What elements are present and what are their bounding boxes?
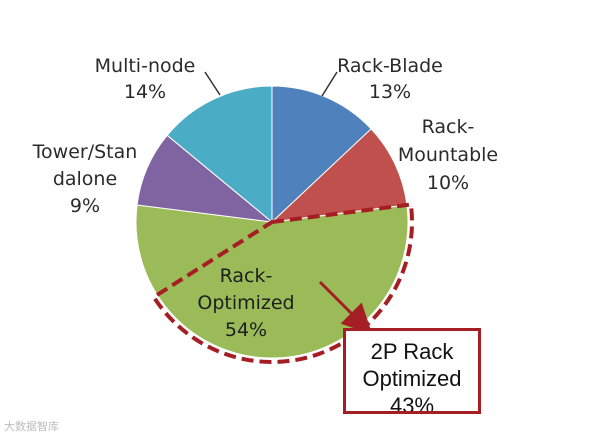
callout-2p-rack-optimized: 2P Rack Optimized 43% <box>343 328 481 414</box>
callout-arrow <box>318 280 373 335</box>
label-rack-blade-pct: 13% <box>369 81 411 103</box>
label-rack-blade: Rack-Blade <box>337 55 443 77</box>
leader-multi-node <box>204 71 221 96</box>
highlight-2p-rack-optimized-outline <box>151 202 414 364</box>
leader-rack-blade <box>321 71 338 97</box>
label-tower-1: Tower/Stan <box>32 141 138 163</box>
label-rack-optimized-2: Optimized <box>197 292 294 314</box>
watermark: 大数据智库 <box>4 420 59 433</box>
label-rack-optimized-pct: 54% <box>225 319 267 341</box>
callout-line-1: 2P Rack <box>370 339 454 364</box>
label-tower-2: dalone <box>53 168 117 190</box>
slice-rack-optimized <box>135 204 409 359</box>
callout-line-3: 43% <box>389 393 435 414</box>
label-multi-node-pct: 14% <box>124 81 166 103</box>
label-rack-optimized-1: Rack- <box>220 265 273 287</box>
slice-multi-node <box>166 85 273 224</box>
label-rack-mountable-pct: 10% <box>427 172 469 194</box>
label-tower-pct: 9% <box>70 195 100 217</box>
slice-rack-blade <box>271 85 372 224</box>
label-rack-mountable-2: Mountable <box>398 144 498 166</box>
callout-line-2: Optimized <box>362 366 462 391</box>
label-multi-node: Multi-node <box>95 55 196 77</box>
label-rack-mountable-1: Rack- <box>422 116 475 138</box>
